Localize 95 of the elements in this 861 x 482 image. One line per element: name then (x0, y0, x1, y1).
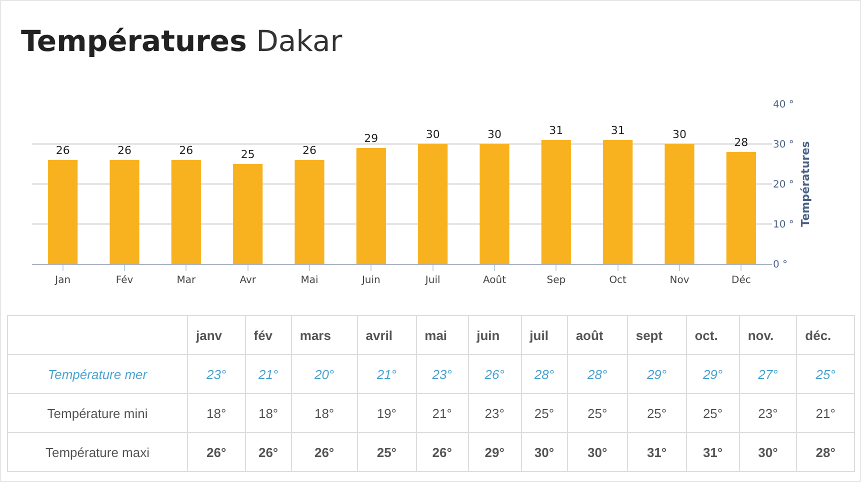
data-label: 28 (734, 136, 748, 149)
bar (726, 152, 756, 264)
data-label: 18° (291, 394, 358, 432)
x-tick-label: Avr (240, 275, 257, 286)
data-label: 23° (416, 354, 468, 394)
bar (110, 160, 140, 264)
x-tick-label: Sep (546, 275, 566, 286)
data-label: 26° (416, 432, 468, 472)
y-tick-label: 40 ° (773, 100, 794, 110)
x-tick-label: mai (416, 316, 468, 354)
data-label: 30° (567, 432, 628, 472)
data-label: 26 (56, 144, 70, 157)
data-label: 29 (364, 132, 378, 145)
x-tick-label: Jan (54, 275, 71, 286)
chart-title: Températures (21, 24, 247, 58)
data-label: 31° (686, 432, 740, 472)
x-tick-label: juil (521, 316, 568, 354)
bar (233, 164, 263, 264)
x-tick-label: Juil (424, 275, 440, 286)
data-label: 30° (739, 432, 797, 472)
x-tick-label: Déc (731, 275, 751, 286)
x-tick-label: avril (357, 316, 416, 354)
data-label: 25° (567, 394, 628, 432)
data-label: 21° (796, 394, 854, 432)
data-label: 30 (672, 128, 686, 141)
data-label: 28° (567, 354, 628, 394)
x-tick-label: fév (245, 316, 292, 354)
bar (480, 144, 510, 264)
y-tick-label: 0 ° (773, 260, 788, 270)
bar (48, 160, 78, 264)
x-tick-label: nov. (739, 316, 797, 354)
data-label: 29° (468, 432, 522, 472)
data-label: 23° (739, 394, 797, 432)
x-tick-label: oct. (686, 316, 740, 354)
x-tick-label: Oct (609, 275, 627, 286)
data-label: 19° (357, 394, 416, 432)
y-tick-label: Température mini (8, 394, 188, 432)
bar (418, 144, 448, 264)
bar (294, 160, 324, 264)
y-axis-title: Températures (799, 140, 812, 227)
x-tick-label: août (567, 316, 628, 354)
data-label: 26 (118, 144, 132, 157)
data-label: 29° (627, 354, 686, 394)
data-label: 25° (686, 394, 740, 432)
bar (541, 140, 571, 264)
y-tick-label: Température maxi (8, 432, 188, 472)
data-label: 21° (245, 354, 292, 394)
x-tick-label: janv (188, 316, 246, 354)
bar (356, 148, 386, 264)
x-tick-label: sept (627, 316, 686, 354)
x-tick-label: Mar (176, 275, 196, 286)
data-label: 23° (468, 394, 522, 432)
data-label: 30 (426, 128, 440, 141)
data-label: 30° (521, 432, 568, 472)
y-tick-label: 10 ° (773, 220, 794, 230)
x-tick-label: déc. (796, 316, 854, 354)
data-label: 23° (188, 354, 246, 394)
data-label: 26° (245, 432, 292, 472)
bar (603, 140, 633, 264)
x-tick-label: mars (291, 316, 358, 354)
x-tick-label: Août (482, 275, 506, 286)
y-tick-label: Température mer (8, 354, 188, 394)
data-label: 30 (488, 128, 502, 141)
data-label: 25° (627, 394, 686, 432)
x-tick-label: Nov (670, 275, 690, 286)
x-tick-label: Juin (360, 275, 380, 286)
data-label: 26° (468, 354, 522, 394)
y-tick-label: 30 ° (773, 140, 794, 150)
data-label: 31° (627, 432, 686, 472)
data-label: 28° (796, 432, 854, 472)
data-label: 21° (416, 394, 468, 432)
data-label: 31 (610, 124, 625, 137)
data-label: 26 (302, 144, 316, 157)
data-label: 26 (179, 144, 194, 157)
bar (664, 144, 694, 264)
x-tick-label: Fév (116, 275, 134, 286)
data-label: 25 (240, 148, 255, 161)
data-label: 25° (521, 394, 568, 432)
data-label: 18° (245, 394, 292, 432)
data-label: 29° (686, 354, 740, 394)
data-label: 31 (549, 124, 564, 137)
data-label: 25° (796, 354, 854, 394)
data-label: 20° (291, 354, 358, 394)
bar (171, 160, 201, 264)
data-label: 26° (291, 432, 358, 472)
x-tick-label: juin (468, 316, 522, 354)
data-label: 26° (188, 432, 246, 472)
y-tick-label: 20 ° (773, 180, 794, 190)
chart-subtitle: Dakar (255, 24, 342, 58)
data-label: 25° (357, 432, 416, 472)
data-label: 28° (521, 354, 568, 394)
data-label: 18° (188, 394, 246, 432)
x-tick-label: Mai (300, 275, 318, 286)
data-label: 27° (739, 354, 797, 394)
data-label: 21° (357, 354, 416, 394)
